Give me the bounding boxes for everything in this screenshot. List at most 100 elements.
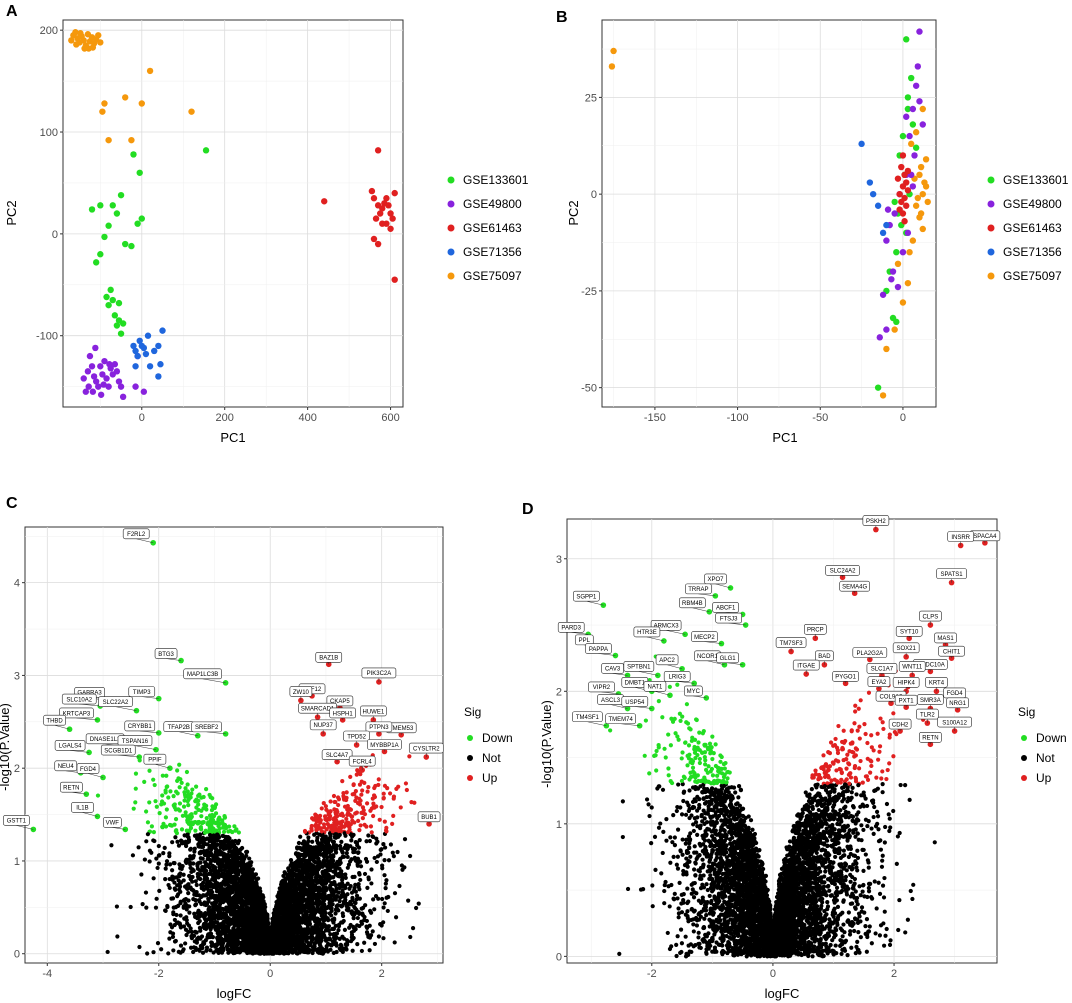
point-down <box>174 831 180 836</box>
point-not <box>143 890 149 895</box>
point-not <box>374 836 379 841</box>
point-down <box>213 811 219 816</box>
point-not <box>359 948 364 954</box>
point-not <box>163 866 168 871</box>
point-not <box>382 901 387 906</box>
point-not <box>168 922 173 927</box>
point-up <box>346 807 351 812</box>
point-gse75097 <box>138 100 145 107</box>
point-not <box>381 842 386 847</box>
point-up <box>366 784 371 790</box>
point-not <box>243 925 249 931</box>
point-gse61463 <box>899 152 907 159</box>
point-gse49800 <box>106 361 113 368</box>
point-gse133601 <box>907 74 915 82</box>
point-gse75097 <box>146 67 154 75</box>
y-tick-label: 25 <box>585 92 597 104</box>
point-not <box>362 940 367 945</box>
point-up <box>394 786 399 791</box>
point-not <box>154 856 159 861</box>
point-not <box>386 894 391 900</box>
point-not <box>367 923 372 928</box>
point-gse133601 <box>128 242 135 250</box>
point-down <box>163 815 169 820</box>
point-not <box>365 885 370 890</box>
point-up <box>387 791 393 796</box>
point-gse49800 <box>84 368 92 375</box>
point-not <box>178 880 184 885</box>
point-up <box>371 793 377 798</box>
point-gse49800 <box>912 82 920 89</box>
point-down <box>210 804 215 809</box>
point-not <box>317 918 322 923</box>
point-not <box>388 842 394 847</box>
point-not <box>136 845 141 850</box>
point-down <box>222 813 227 819</box>
point-not <box>406 898 411 903</box>
point-not <box>353 900 358 906</box>
legend-key <box>447 224 455 232</box>
point-not <box>186 835 191 840</box>
point-not <box>235 869 241 874</box>
point-down <box>133 771 139 776</box>
point-not <box>380 866 385 871</box>
point-gse49800 <box>132 383 139 390</box>
point-gse75097 <box>917 210 925 217</box>
x-tick-label: 2 <box>379 968 385 980</box>
point-not <box>382 858 387 863</box>
legend-key <box>447 176 455 184</box>
point-gse61463 <box>379 220 386 227</box>
point-not <box>340 850 345 855</box>
y-tick-label: 0 <box>52 229 58 241</box>
point-gse61463 <box>387 225 394 232</box>
point-not <box>372 941 378 947</box>
point-up <box>365 789 370 794</box>
point-up <box>360 788 365 793</box>
point-not <box>229 929 234 934</box>
point-gse75097 <box>97 39 104 46</box>
x-tick-label: -150 <box>644 412 666 424</box>
point-not <box>192 911 197 916</box>
point-not <box>167 885 172 891</box>
point-gse71356 <box>151 347 158 355</box>
panel-a: A0 200 400 600-1000100200PC1PC2GSE133601GSE… <box>4 3 529 445</box>
point-up <box>368 824 374 829</box>
point-not <box>304 939 309 944</box>
point-gse75097 <box>188 108 195 115</box>
point-not <box>170 934 176 939</box>
point-not <box>183 901 188 906</box>
point-not <box>382 873 387 878</box>
point-up <box>369 830 374 835</box>
point-gse49800 <box>89 388 97 395</box>
point-not <box>163 877 168 882</box>
point-not <box>357 872 362 877</box>
point-down <box>177 808 182 813</box>
point-not <box>311 905 316 910</box>
point-not <box>167 936 172 941</box>
point-gse133601 <box>115 299 123 307</box>
x-tick-label: -2 <box>154 968 164 980</box>
point-gse61463 <box>374 147 382 154</box>
point-up <box>354 772 359 777</box>
point-gse133601 <box>912 144 920 151</box>
point-up <box>371 813 376 819</box>
point-not <box>370 834 375 839</box>
point-not <box>332 937 338 942</box>
point-down <box>175 778 180 783</box>
point-gse133601 <box>109 202 116 209</box>
point-not <box>337 899 342 904</box>
point-gse49800 <box>80 375 87 382</box>
point-not <box>357 838 362 843</box>
point-not <box>172 939 178 944</box>
point-up <box>356 818 361 823</box>
point-gse49800 <box>82 388 90 395</box>
y-tick-label: 0 <box>591 189 597 201</box>
point-not <box>290 898 296 903</box>
point-not <box>173 835 178 840</box>
point-not <box>306 835 311 840</box>
legend-label: GSE133601 <box>1003 173 1069 187</box>
point-not <box>184 932 189 938</box>
point-up <box>379 804 384 810</box>
point-down <box>196 793 201 798</box>
legend-key <box>987 176 995 184</box>
